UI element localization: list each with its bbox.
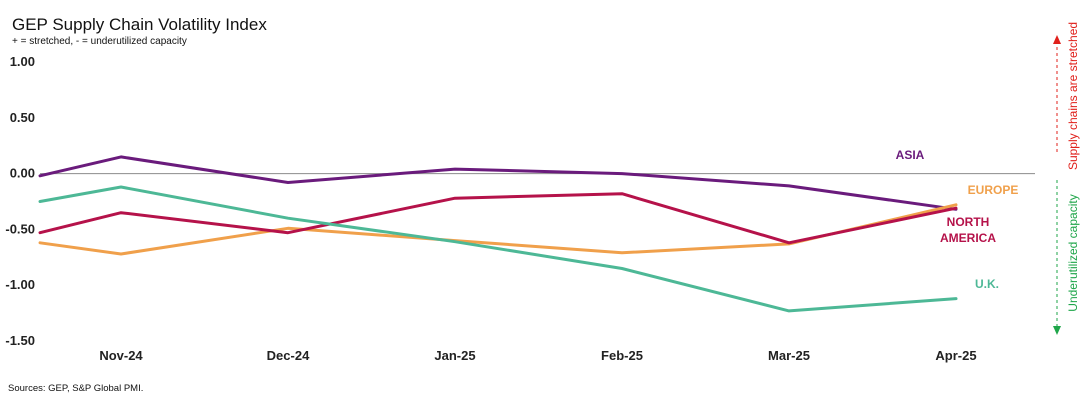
x-tick-label: Apr-25 — [935, 348, 976, 363]
series-line-europe — [38, 203, 958, 256]
down-arrow-icon — [1053, 326, 1061, 335]
series-label: ASIA — [896, 148, 925, 162]
y-tick-label: -1.00 — [5, 277, 35, 292]
x-tick-label: Mar-25 — [768, 348, 810, 363]
stretched-label: Supply chains are stretched — [1066, 22, 1080, 170]
series-label: U.K. — [975, 277, 999, 291]
chart-subtitle: + = stretched, - = underutilized capacit… — [12, 36, 187, 47]
series-group — [38, 155, 958, 313]
series-line-north-america — [38, 192, 958, 245]
series-labels: ASIA EUROPE NORTH AMERICA U.K. — [896, 148, 1019, 291]
x-tick-label: Jan-25 — [434, 348, 475, 363]
series-line-asia — [38, 155, 958, 211]
y-tick-label: -0.50 — [5, 221, 35, 236]
underutilized-label: Underutilized capacity — [1066, 194, 1080, 311]
chart-title: GEP Supply Chain Volatility Index — [12, 15, 267, 34]
y-tick-label: 1.00 — [10, 54, 35, 69]
x-axis: Nov-24 Dec-24 Jan-25 Feb-25 Mar-25 Apr-25 — [99, 348, 976, 363]
series-label: AMERICA — [940, 231, 996, 245]
underutilized-annotation: Underutilized capacity — [1053, 180, 1080, 335]
y-axis: 1.00 0.50 0.00 -0.50 -1.00 -1.50 — [5, 54, 35, 348]
series-line-u-k- — [38, 185, 958, 313]
x-tick-label: Nov-24 — [99, 348, 143, 363]
x-tick-label: Dec-24 — [267, 348, 310, 363]
series-label: EUROPE — [968, 183, 1019, 197]
stretched-annotation: Supply chains are stretched — [1053, 22, 1080, 170]
x-tick-label: Feb-25 — [601, 348, 643, 363]
series-label: NORTH — [947, 215, 990, 229]
up-arrow-icon — [1053, 35, 1061, 44]
source-note: Sources: GEP, S&P Global PMI. — [8, 383, 143, 394]
y-tick-label: 0.50 — [10, 110, 35, 125]
y-tick-label: 0.00 — [10, 166, 35, 181]
y-tick-label: -1.50 — [5, 333, 35, 348]
